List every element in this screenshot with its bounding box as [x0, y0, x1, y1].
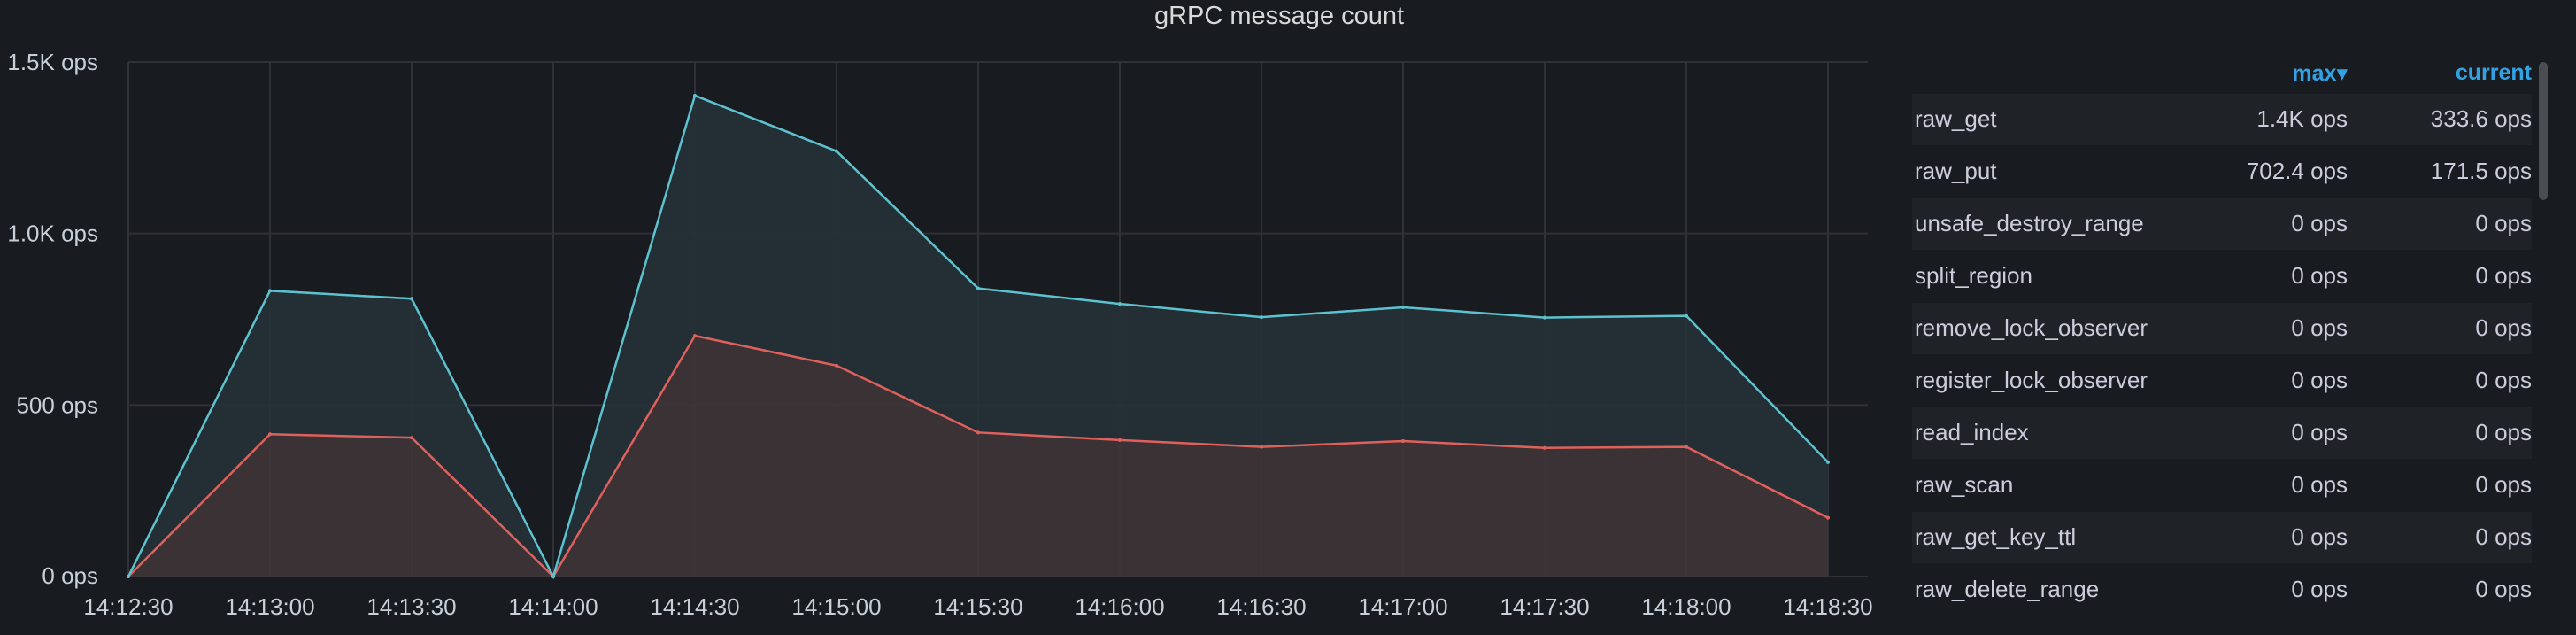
panel-title[interactable]: gRPC message count — [1153, 2, 1405, 30]
legend-max-value: 0 ops — [2291, 523, 2348, 550]
legend-column-max[interactable]: max▾ — [2292, 61, 2348, 86]
legend-scrollbar[interactable] — [2539, 62, 2548, 200]
y-axis-ticks: 0 ops 500 ops 1.0K ops 1.5K ops — [7, 49, 98, 589]
legend-series-name[interactable]: raw_put — [1915, 158, 1997, 184]
x-tick-label: 14:16:00 — [1075, 593, 1164, 620]
legend-header: max▾ current — [1912, 55, 2532, 94]
series-lines — [127, 93, 1830, 580]
legend-current-value: 0 ops — [2475, 523, 2532, 550]
legend-row[interactable]: raw_get 1.4K ops 333.6 ops — [1912, 94, 2532, 145]
legend-current-value: 333.6 ops — [2430, 105, 2532, 132]
legend-row[interactable]: read_index 0 ops 0 ops — [1912, 407, 2532, 459]
data-point[interactable] — [976, 430, 980, 435]
legend-current-value: 0 ops — [2475, 419, 2532, 445]
data-point[interactable] — [693, 334, 697, 338]
data-point[interactable] — [1118, 438, 1122, 442]
legend-current-value: 0 ops — [2475, 314, 2532, 341]
data-point[interactable] — [1260, 445, 1263, 449]
legend-column-current[interactable]: current — [2455, 60, 2532, 85]
legend-row[interactable]: raw_get_key_ttl 0 ops 0 ops — [1912, 512, 2532, 563]
legend-max-value: 0 ops — [2291, 576, 2348, 602]
legend-current-value: 0 ops — [2475, 262, 2532, 289]
legend-series-name[interactable]: remove_lock_observer — [1915, 314, 2148, 341]
legend-current-value: 171.5 ops — [2430, 158, 2532, 184]
legend-max-value: 0 ops — [2291, 210, 2348, 236]
x-tick-label: 14:17:30 — [1500, 593, 1589, 620]
legend-row[interactable]: raw_delete_range 0 ops 0 ops — [1912, 564, 2532, 616]
y-tick-label: 0 ops — [42, 562, 98, 589]
x-tick-label: 14:16:30 — [1216, 593, 1306, 620]
data-point[interactable] — [268, 289, 272, 293]
legend-series-name[interactable]: register_lock_observer — [1915, 367, 2148, 393]
data-point[interactable] — [1401, 439, 1405, 444]
x-tick-label: 14:15:30 — [933, 593, 1022, 620]
data-point[interactable] — [1260, 315, 1263, 320]
data-point[interactable] — [1685, 445, 1688, 449]
x-tick-label: 14:15:00 — [791, 593, 881, 620]
x-tick-label: 14:13:30 — [366, 593, 456, 620]
x-tick-label: 14:14:30 — [650, 593, 739, 620]
data-point[interactable] — [976, 286, 980, 290]
data-point[interactable] — [268, 432, 272, 437]
legend-series-name[interactable]: raw_scan — [1915, 471, 2014, 498]
data-point[interactable] — [1826, 460, 1830, 464]
legend-series-name[interactable]: unsafe_destroy_range — [1915, 210, 2144, 236]
legend-series-name[interactable]: raw_delete_range — [1915, 576, 2100, 602]
legend-series-name[interactable]: raw_get_key_ttl — [1915, 523, 2077, 550]
data-point[interactable] — [1543, 445, 1546, 450]
legend-max-value: 0 ops — [2291, 314, 2348, 341]
y-tick-label: 1.0K ops — [7, 221, 98, 247]
legend-max-value: 702.4 ops — [2246, 158, 2348, 184]
legend-row[interactable]: remove_lock_observer 0 ops 0 ops — [1912, 303, 2532, 354]
x-tick-label: 14:18:30 — [1783, 593, 1872, 620]
legend-series-name[interactable]: raw_get — [1915, 105, 1997, 132]
legend-row[interactable]: raw_scan 0 ops 0 ops — [1912, 460, 2532, 511]
y-tick-label: 1.5K ops — [7, 49, 98, 75]
series-area-raw-put[interactable] — [128, 336, 1828, 577]
x-tick-label: 14:13:00 — [225, 593, 314, 620]
legend-max-value: 0 ops — [2291, 419, 2348, 445]
data-point[interactable] — [1826, 515, 1830, 520]
legend-max-value: 0 ops — [2291, 471, 2348, 498]
data-point[interactable] — [835, 149, 838, 153]
x-tick-label: 14:17:00 — [1358, 593, 1447, 620]
x-tick-label: 14:12:30 — [83, 593, 173, 620]
legend-max-value: 1.4K ops — [2256, 105, 2348, 132]
series-areas — [128, 95, 1828, 577]
legend-row[interactable]: split_region 0 ops 0 ops — [1912, 251, 2532, 302]
data-point[interactable] — [127, 575, 130, 578]
legend-current-value: 0 ops — [2475, 367, 2532, 393]
data-point[interactable] — [1543, 315, 1546, 320]
x-tick-label: 14:14:00 — [508, 593, 598, 620]
data-point[interactable] — [835, 363, 838, 368]
x-tick-label: 14:18:00 — [1641, 593, 1731, 620]
legend-row[interactable]: raw_put 702.4 ops 171.5 ops — [1912, 146, 2532, 197]
legend-row[interactable]: unsafe_destroy_range 0 ops 0 ops — [1912, 198, 2532, 250]
data-point[interactable] — [551, 575, 555, 578]
legend-series-name[interactable]: split_region — [1915, 262, 2032, 289]
data-point[interactable] — [693, 93, 697, 97]
x-axis-ticks: 14:12:30 14:13:00 14:13:30 14:14:00 14:14:30… — [83, 593, 1872, 620]
legend-max-value: 0 ops — [2291, 367, 2348, 393]
data-point[interactable] — [410, 436, 413, 440]
data-point[interactable] — [1118, 302, 1122, 306]
data-point[interactable] — [1685, 314, 1688, 318]
y-tick-label: 500 ops — [16, 391, 98, 418]
legend-row[interactable]: register_lock_observer 0 ops 0 ops — [1912, 355, 2532, 407]
legend-current-value: 0 ops — [2475, 471, 2532, 498]
data-point[interactable] — [410, 297, 413, 301]
legend-series-name[interactable]: read_index — [1915, 419, 2029, 445]
legend-current-value: 0 ops — [2475, 576, 2532, 602]
legend-max-value: 0 ops — [2291, 262, 2348, 289]
series-area-raw-get[interactable] — [128, 95, 1828, 577]
legend-current-value: 0 ops — [2475, 210, 2532, 236]
data-point[interactable] — [1401, 305, 1405, 309]
